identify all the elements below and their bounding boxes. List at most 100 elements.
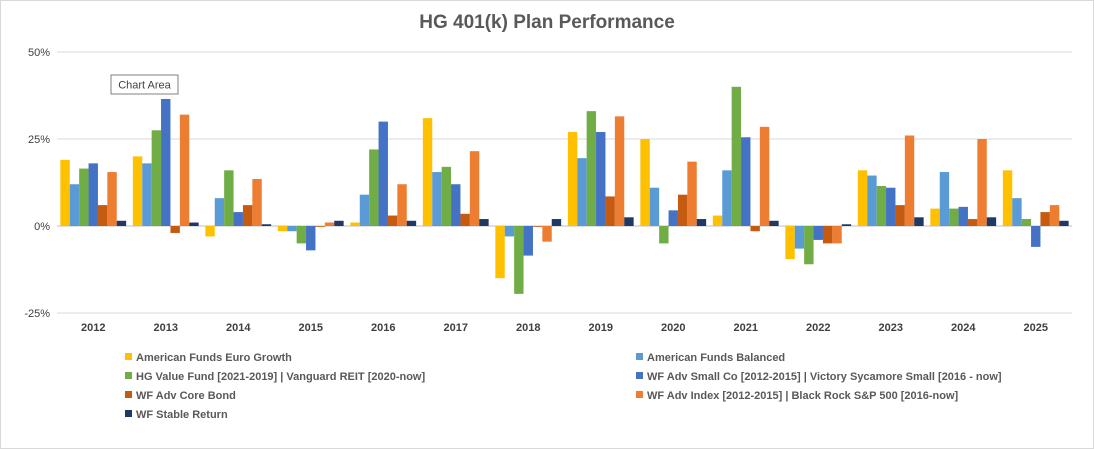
bar[interactable] <box>586 111 597 226</box>
bar[interactable] <box>306 226 316 251</box>
bar[interactable] <box>422 118 433 226</box>
bar[interactable] <box>359 194 370 226</box>
bar[interactable] <box>785 226 795 260</box>
bar[interactable] <box>614 116 625 226</box>
legend-item[interactable]: WF Stable Return <box>125 409 228 421</box>
bar[interactable] <box>794 226 805 249</box>
bar[interactable] <box>659 226 669 244</box>
bar[interactable] <box>205 226 215 237</box>
bar[interactable] <box>378 121 388 226</box>
plot-area[interactable] <box>60 86 1069 294</box>
bar[interactable] <box>596 132 606 226</box>
bar[interactable] <box>895 205 905 226</box>
bar[interactable] <box>1031 226 1041 247</box>
bar[interactable] <box>432 172 442 226</box>
bar[interactable] <box>551 219 562 226</box>
bar[interactable] <box>712 215 723 226</box>
bar[interactable] <box>804 226 814 265</box>
bar[interactable] <box>1012 198 1022 226</box>
bar[interactable] <box>69 184 80 226</box>
bar[interactable] <box>750 226 760 232</box>
bar[interactable] <box>1002 170 1013 226</box>
bar[interactable] <box>741 137 751 226</box>
bar[interactable] <box>841 224 852 226</box>
bar[interactable] <box>277 226 288 232</box>
bar[interactable] <box>116 220 127 226</box>
bar[interactable] <box>324 222 335 226</box>
legend-item[interactable]: HG Value Fund [2021-2019] | Vanguard REI… <box>125 371 425 383</box>
bar[interactable] <box>514 226 524 294</box>
bar[interactable] <box>97 205 108 226</box>
bar[interactable] <box>904 135 915 226</box>
bar[interactable] <box>696 219 707 226</box>
bar[interactable] <box>88 163 98 226</box>
bar[interactable] <box>224 170 234 226</box>
bar[interactable] <box>334 220 344 226</box>
bar[interactable] <box>179 114 190 226</box>
bar[interactable] <box>677 194 688 226</box>
bar[interactable] <box>252 179 262 226</box>
bar[interactable] <box>1040 212 1050 226</box>
legend-item[interactable]: WF Adv Index [2012-2015] | Black Rock S&… <box>636 390 959 402</box>
legend-item[interactable]: American Funds Euro Growth <box>125 352 292 364</box>
bar[interactable] <box>813 226 823 240</box>
bar[interactable] <box>161 98 171 226</box>
legend-item[interactable]: American Funds Balanced <box>636 352 785 364</box>
bar[interactable] <box>668 210 678 226</box>
bar[interactable] <box>214 198 225 226</box>
bar[interactable] <box>406 220 417 226</box>
bar[interactable] <box>532 226 543 227</box>
bar[interactable] <box>1059 220 1069 226</box>
bar[interactable] <box>914 217 924 226</box>
bar[interactable] <box>469 151 480 226</box>
bar[interactable] <box>542 226 552 242</box>
bar[interactable] <box>350 222 360 226</box>
bar[interactable] <box>369 149 379 226</box>
bar[interactable] <box>132 156 143 226</box>
bar[interactable] <box>287 226 297 232</box>
bar[interactable] <box>867 175 877 226</box>
bar[interactable] <box>958 206 968 226</box>
bar[interactable] <box>886 187 896 226</box>
bar[interactable] <box>479 219 489 226</box>
bar[interactable] <box>451 184 461 226</box>
bar[interactable] <box>142 163 152 226</box>
bar[interactable] <box>567 132 578 226</box>
bar[interactable] <box>722 170 732 226</box>
bar[interactable] <box>759 126 770 226</box>
bar[interactable] <box>605 196 615 226</box>
bar[interactable] <box>687 161 697 226</box>
bar[interactable] <box>495 226 505 279</box>
bar[interactable] <box>857 170 868 226</box>
bar[interactable] <box>107 172 117 226</box>
legend[interactable]: American Funds Euro Growth American Funds… <box>125 352 1002 421</box>
bar[interactable] <box>967 219 978 226</box>
bar[interactable] <box>189 222 199 226</box>
bar[interactable] <box>79 168 89 226</box>
legend-item[interactable]: WF Adv Core Bond <box>125 390 236 402</box>
bar[interactable] <box>315 226 325 227</box>
legend-item[interactable]: WF Adv Small Co [2012-2015] | Victory Sy… <box>636 371 1002 383</box>
bar[interactable] <box>986 217 997 226</box>
bar[interactable] <box>769 220 779 226</box>
bar[interactable] <box>731 86 742 226</box>
bar[interactable] <box>1021 219 1032 226</box>
bar[interactable] <box>60 159 70 226</box>
bar[interactable] <box>233 212 243 226</box>
bar[interactable] <box>649 187 660 226</box>
bar[interactable] <box>296 226 307 244</box>
bar[interactable] <box>523 226 533 256</box>
bar[interactable] <box>624 217 634 226</box>
bar[interactable] <box>876 185 887 226</box>
bar[interactable] <box>640 139 650 226</box>
bar[interactable] <box>397 184 407 226</box>
bar[interactable] <box>832 226 842 244</box>
bar[interactable] <box>939 172 950 226</box>
bar[interactable] <box>977 139 987 226</box>
bar[interactable] <box>242 205 253 226</box>
bar[interactable] <box>387 215 398 226</box>
bar[interactable] <box>930 208 940 226</box>
bar[interactable] <box>504 226 515 237</box>
bar[interactable] <box>151 130 162 226</box>
bar[interactable] <box>170 226 180 233</box>
